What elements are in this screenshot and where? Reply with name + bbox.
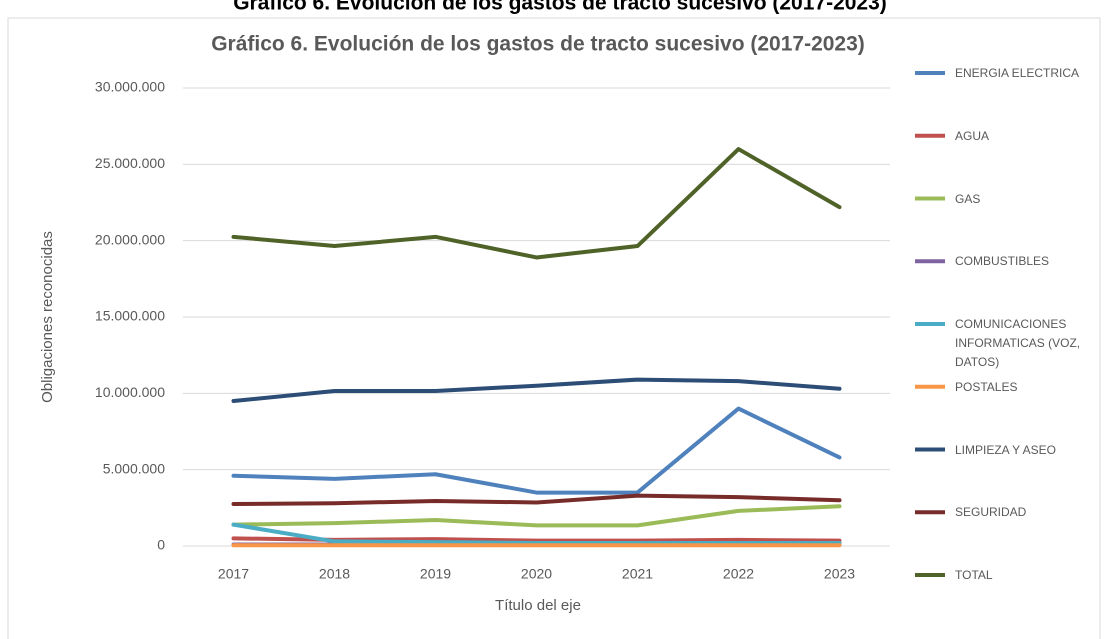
y-tick-label: 5.000.000 bbox=[103, 460, 165, 476]
y-tick-label: 30.000.000 bbox=[95, 79, 165, 95]
x-tick-label: 2021 bbox=[622, 566, 653, 582]
legend-label: ENERGIA ELECTRICA bbox=[955, 66, 1080, 80]
legend-label: SEGURIDAD bbox=[955, 505, 1027, 520]
x-tick-label: 2019 bbox=[420, 566, 451, 582]
x-tick-label: 2020 bbox=[521, 566, 552, 582]
x-tick-label: 2018 bbox=[319, 566, 350, 582]
chart-title: Gráfico 6. Evolución de los gastos de tr… bbox=[211, 33, 865, 56]
legend-label: LIMPIEZA Y ASEO bbox=[955, 442, 1056, 457]
y-tick-label: 10.000.000 bbox=[95, 384, 165, 400]
series-line bbox=[231, 377, 842, 403]
page-heading: Gráfico 6. Evolución de los gastos de tr… bbox=[233, 0, 887, 15]
series-line bbox=[231, 522, 842, 545]
series-line bbox=[231, 406, 842, 495]
series-line bbox=[231, 147, 842, 260]
y-tick-label: 20.000.000 bbox=[95, 231, 165, 247]
legend-label: GAS bbox=[955, 191, 981, 206]
series-line bbox=[231, 493, 842, 507]
x-axis-title: Título del eje bbox=[495, 597, 581, 614]
legend-label: COMBUSTIBLES bbox=[955, 254, 1050, 269]
legend-label: COMUNICACIONES INFORMATICAS (VOZ, DATOS) bbox=[955, 317, 1081, 369]
legend-label: AGUA bbox=[955, 128, 990, 143]
y-axis-title: Obligaciones reconocidas bbox=[39, 231, 56, 403]
x-tick-label: 2017 bbox=[218, 566, 249, 582]
legend-label: POSTALES bbox=[955, 379, 1018, 394]
legend-label: TOTAL bbox=[955, 568, 993, 582]
y-tick-label: 15.000.000 bbox=[95, 308, 165, 324]
series-line bbox=[231, 504, 842, 528]
y-tick-label: 25.000.000 bbox=[95, 155, 165, 171]
chart-frame bbox=[7, 17, 1101, 639]
y-tick-label: 0 bbox=[157, 537, 165, 553]
x-tick-label: 2022 bbox=[723, 566, 754, 582]
x-tick-label: 2023 bbox=[824, 566, 855, 582]
